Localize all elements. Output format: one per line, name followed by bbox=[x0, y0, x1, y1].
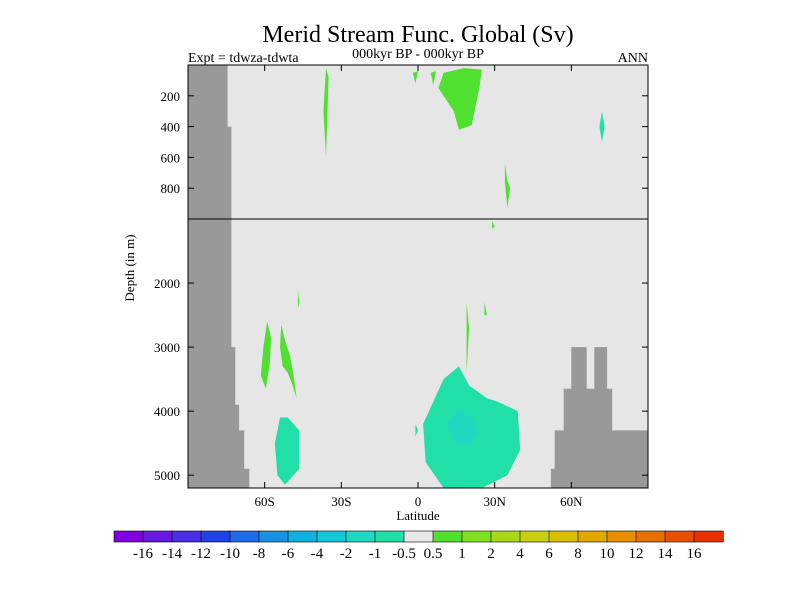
y-tick-label: 200 bbox=[161, 89, 181, 104]
x-tick-label: 0 bbox=[415, 494, 422, 509]
contour-region-3 bbox=[323, 68, 329, 156]
contour-region-1 bbox=[412, 71, 418, 84]
colorbar-swatch bbox=[461, 530, 492, 543]
colorbar-swatch bbox=[229, 530, 260, 543]
colorbar-label: -14 bbox=[162, 546, 182, 562]
experiment-label: Expt = tdwza-tdwta bbox=[188, 51, 299, 66]
colorbar-swatch bbox=[693, 530, 724, 543]
colorbar-label: 4 bbox=[516, 546, 524, 562]
contour-region-11 bbox=[415, 424, 418, 437]
colorbar-label: 16 bbox=[687, 546, 703, 562]
colorbar-swatch bbox=[258, 530, 289, 543]
colorbar-swatch bbox=[635, 530, 666, 543]
contour-region-0 bbox=[438, 68, 482, 130]
colorbar-label: -2 bbox=[340, 546, 353, 562]
colorbar-label: 2 bbox=[487, 546, 495, 562]
colorbar-swatch bbox=[200, 530, 231, 543]
contour-region-6 bbox=[260, 321, 272, 389]
colorbar-swatch bbox=[548, 530, 579, 543]
colorbar-swatch bbox=[490, 530, 521, 543]
contour-region-9 bbox=[274, 417, 300, 485]
land-mask bbox=[188, 65, 648, 488]
colorbar-label: 12 bbox=[629, 546, 644, 562]
colorbar-swatch bbox=[519, 530, 550, 543]
colorbar-swatch bbox=[345, 530, 376, 543]
time-range-label: 000kyr BP - 000kyr BP bbox=[352, 47, 484, 62]
colorbar-swatch bbox=[142, 530, 173, 543]
contour-region-13 bbox=[466, 302, 470, 373]
contour-region-15 bbox=[446, 407, 480, 447]
contour-region-12 bbox=[599, 111, 605, 142]
x-tick-label: 30N bbox=[483, 494, 506, 509]
colorbar-label: -8 bbox=[253, 546, 266, 562]
y-tick-label: 600 bbox=[161, 150, 181, 165]
colorbar-swatch bbox=[664, 530, 695, 543]
colorbar-label: -10 bbox=[220, 546, 240, 562]
y-tick-label: 3000 bbox=[154, 340, 180, 355]
colorbar-swatch bbox=[432, 530, 463, 543]
colorbar-label: -16 bbox=[133, 546, 153, 562]
colorbar-swatch bbox=[316, 530, 347, 543]
colorbar-swatch bbox=[606, 530, 637, 543]
chart-title: Merid Stream Func. Global (Sv) bbox=[262, 22, 573, 48]
colorbar-label: 14 bbox=[658, 546, 674, 562]
colorbar-swatch bbox=[171, 530, 202, 543]
land-south bbox=[188, 65, 250, 488]
y-tick-label: 5000 bbox=[154, 468, 180, 483]
colorbar-swatch bbox=[374, 530, 405, 543]
season-label: ANN bbox=[618, 51, 648, 66]
colorbar-label: -12 bbox=[191, 546, 211, 562]
contour-region-14 bbox=[484, 302, 487, 316]
y-axis-label: Depth (in m) bbox=[122, 234, 137, 301]
colorbar-label: 1 bbox=[458, 546, 466, 562]
colorbar-label: -1 bbox=[369, 546, 382, 562]
colorbar-label: -0.5 bbox=[392, 546, 416, 562]
axis-ticks: 60S 30S 0 30N 60N 200 400 600 800 2000 3000 4000 500… bbox=[154, 65, 648, 509]
colorbar: -16 -14 -12 -10 -8 -6 -4 -2 -1 -0.5 0.5 1 2 4 6 8 10 12 14… bbox=[113, 530, 724, 562]
colorbar-swatch bbox=[287, 530, 318, 543]
y-tick-label: 2000 bbox=[154, 276, 180, 291]
contour-region-8 bbox=[297, 289, 300, 309]
colorbar-label: 0.5 bbox=[424, 546, 443, 562]
x-tick-label: 60S bbox=[255, 494, 275, 509]
y-tick-label: 800 bbox=[161, 181, 181, 196]
contour-region-7 bbox=[280, 324, 297, 399]
colorbar-swatch bbox=[113, 530, 144, 543]
contour-region-4 bbox=[504, 163, 510, 209]
y-tick-label: 400 bbox=[161, 120, 181, 135]
land-north bbox=[550, 347, 648, 488]
contour-layer bbox=[260, 68, 605, 488]
contour-region-5 bbox=[492, 220, 495, 229]
colorbar-label: -4 bbox=[311, 546, 324, 562]
x-tick-label: 30S bbox=[331, 494, 351, 509]
colorbar-label: 6 bbox=[545, 546, 553, 562]
y-tick-label: 4000 bbox=[154, 404, 180, 419]
x-axis-label: Latitude bbox=[396, 508, 440, 523]
colorbar-swatch bbox=[577, 530, 608, 543]
colorbar-swatch bbox=[403, 530, 434, 543]
contour-region-2 bbox=[430, 71, 436, 85]
colorbar-label: -6 bbox=[282, 546, 295, 562]
x-tick-label: 60N bbox=[560, 494, 583, 509]
colorbar-label: 8 bbox=[574, 546, 582, 562]
colorbar-label: 10 bbox=[600, 546, 615, 562]
